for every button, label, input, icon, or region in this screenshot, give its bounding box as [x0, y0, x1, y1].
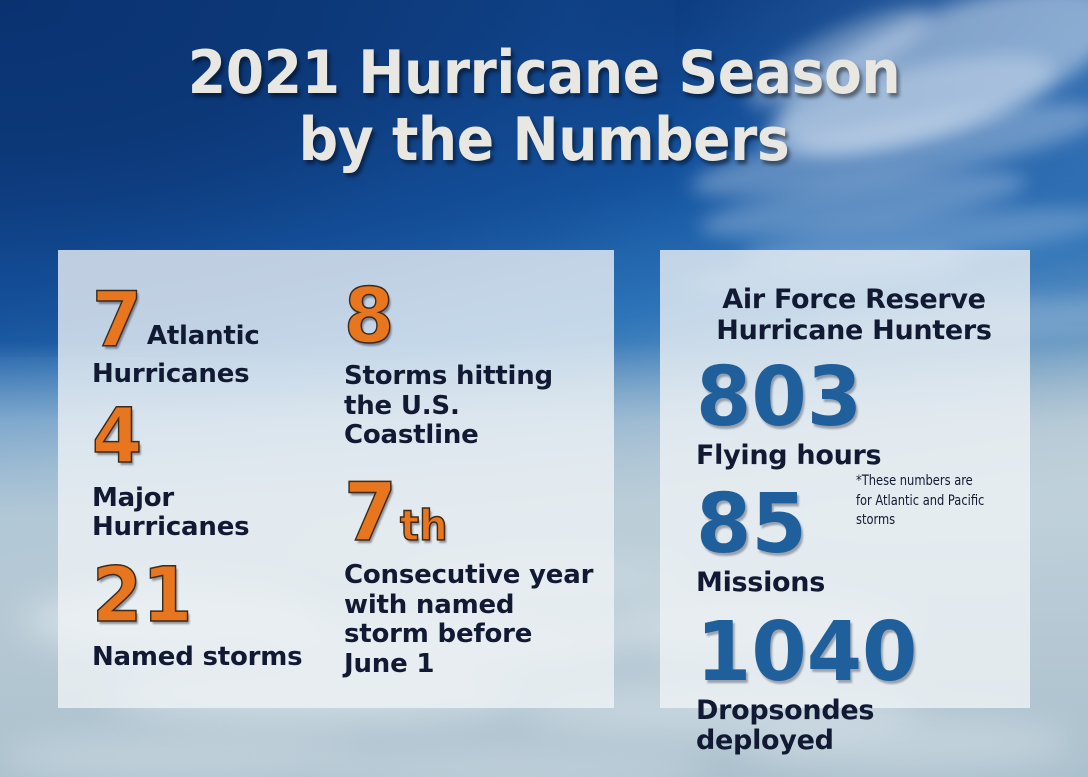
stat-major-hurricanes: 4 Major Hurricanes — [91, 390, 312, 543]
cloud-puff — [739, 716, 1070, 771]
stat-number: 7 — [343, 465, 397, 559]
stat-label: Storms hitting the U.S. Coastline — [344, 361, 553, 451]
stat-number: 4 — [91, 390, 143, 480]
stat-number: 85 — [696, 477, 807, 573]
stat-number: 8 — [343, 271, 395, 360]
stat-flying-hours: 803 Flying hours — [696, 349, 1012, 471]
stat-label: Missions — [696, 567, 825, 599]
stat-label: Dropsondes deployed — [696, 695, 875, 756]
cloud-puff — [0, 733, 360, 777]
stat-consecutive-year: 7th Consecutive year with named storm be… — [343, 465, 600, 680]
left-stats-panel: 7 Atlantic Hurricanes 4 Major Hurricanes … — [58, 250, 614, 708]
stat-named-storms: 21 Named storms — [91, 549, 312, 673]
page-title: 2021 Hurricane Season by the Numbers — [187, 38, 901, 176]
hurricane-hunters-heading: Air Force Reserve Hurricane Hunters — [716, 284, 992, 347]
cloud-puff — [326, 746, 707, 777]
stat-number: 21 — [91, 549, 193, 639]
stats-column-b: 8 Storms hitting the U.S. Coastline 7th … — [326, 250, 614, 708]
stat-number: 7 — [91, 275, 143, 364]
stat-label: Named storms — [92, 641, 303, 672]
stat-label: Flying hours — [696, 439, 882, 471]
stats-column-a: 7 Atlantic Hurricanes 4 Major Hurricanes … — [58, 250, 326, 708]
stat-number-suffix: th — [399, 500, 448, 550]
stat-dropsondes: 1040 Dropsondes deployed — [696, 605, 1012, 756]
stat-number: 1040 — [696, 605, 918, 700]
stat-number: 803 — [696, 349, 863, 445]
footnote-asterisk-note: *These numbers are for Atlantic and Paci… — [856, 473, 985, 529]
stat-label: Hurricanes — [92, 359, 250, 389]
right-stats-panel: Air Force Reserve Hurricane Hunters 803 … — [660, 250, 1030, 755]
stat-storms-hitting-us: 8 Storms hitting the U.S. Coastline — [343, 271, 600, 451]
stat-label: Consecutive year with named storm before… — [344, 559, 594, 679]
stat-atlantic-hurricanes: 7 Atlantic Hurricanes — [91, 275, 312, 390]
stat-label-inline: Atlantic — [146, 321, 260, 351]
stat-missions: 85 Missions — [696, 484, 1012, 598]
stat-label: Major Hurricanes — [92, 482, 250, 543]
